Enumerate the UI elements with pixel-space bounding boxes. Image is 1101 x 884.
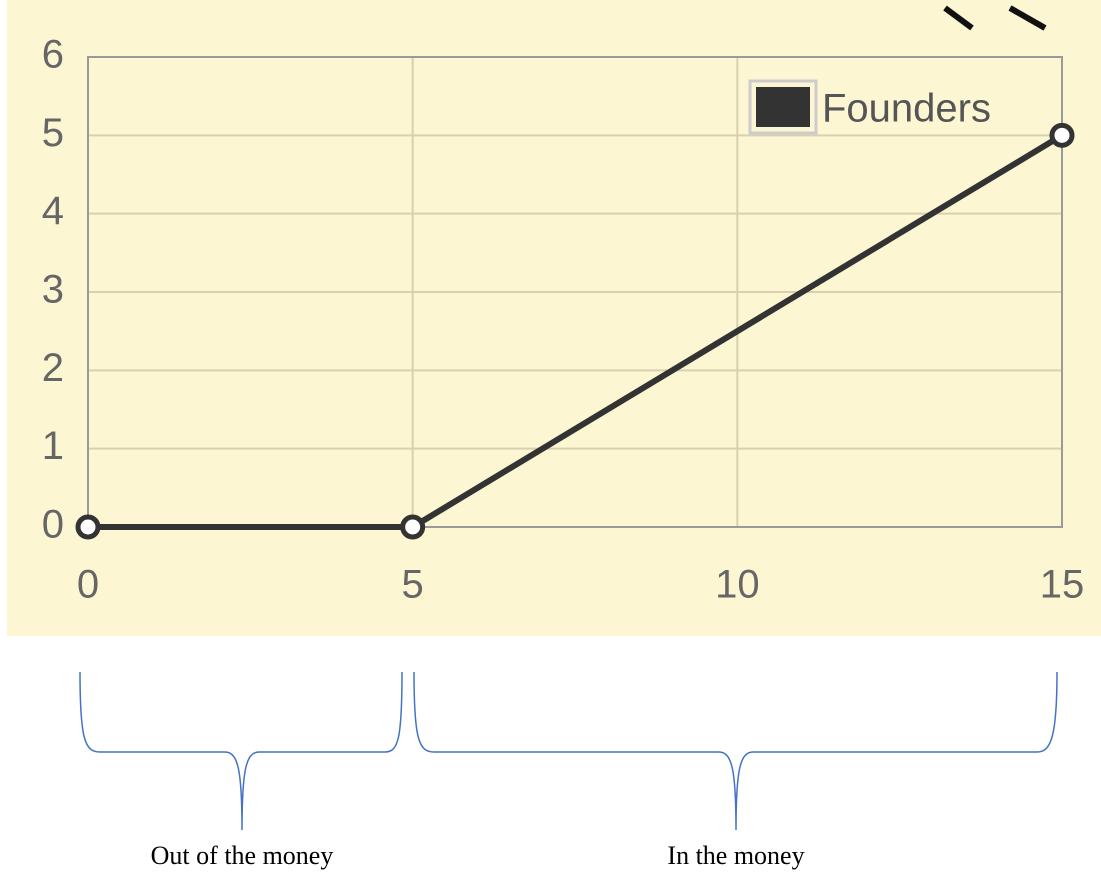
zoom-icons: [943, 5, 1047, 31]
data-point: [1049, 122, 1075, 148]
x-tick-label: 0: [77, 563, 99, 607]
annotation: In the money: [667, 841, 804, 870]
y-tick-label: 3: [42, 268, 64, 312]
y-tick-label: 4: [42, 189, 64, 233]
legend-frame: [748, 79, 818, 135]
x-tick-label: 5: [402, 563, 424, 607]
brace: [79, 671, 403, 831]
legend-swatch: [756, 87, 810, 127]
x-tick-label: 10: [715, 563, 760, 607]
annotation: Out of the money: [151, 841, 334, 870]
legend-label: Founders: [822, 87, 991, 131]
data-point: [75, 514, 101, 540]
y-tick-label: 5: [42, 111, 64, 155]
y-tick-label: 2: [42, 346, 64, 390]
plot-border: [87, 56, 1063, 528]
y-tick-label: 1: [42, 424, 64, 468]
brace: [413, 671, 1058, 831]
data-point: [400, 514, 426, 540]
x-tick-label: 15: [1040, 563, 1085, 607]
y-tick-label: 0: [42, 503, 64, 547]
y-tick-label: 6: [42, 33, 64, 77]
